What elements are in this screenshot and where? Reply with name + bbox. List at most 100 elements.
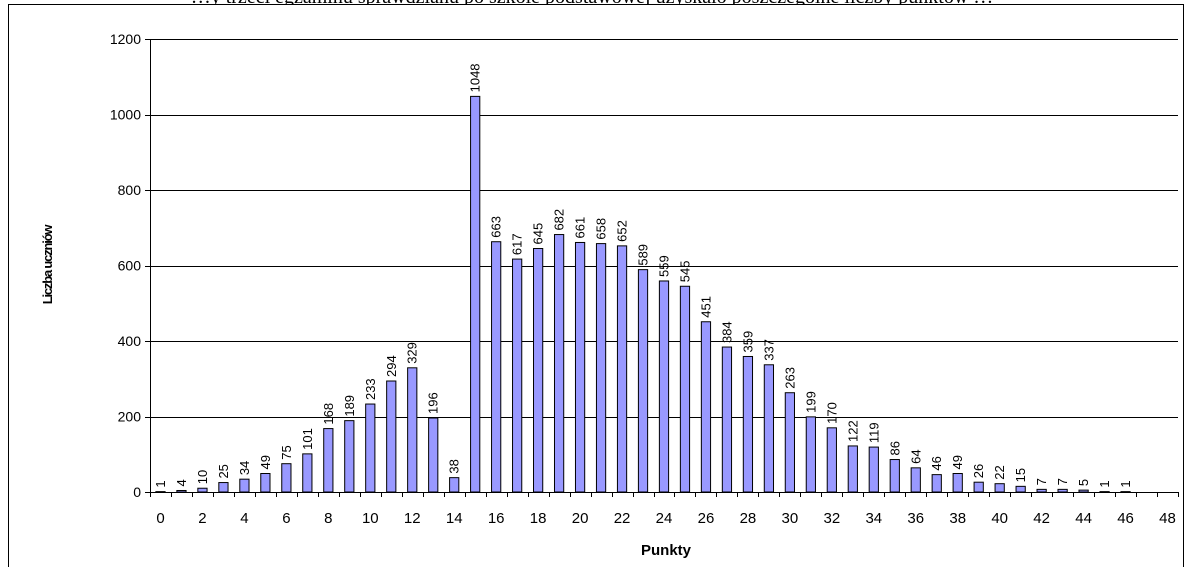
data-label: 199 <box>803 391 818 413</box>
data-label: 49 <box>258 455 273 469</box>
y-tick-label: 800 <box>118 182 142 198</box>
data-label: 75 <box>279 445 294 459</box>
y-tick-label: 600 <box>118 258 142 274</box>
bar <box>1078 489 1089 493</box>
bar <box>260 473 271 493</box>
bar <box>805 416 816 493</box>
bar <box>742 355 754 493</box>
y-tick-label: 400 <box>118 333 142 349</box>
data-label: 7 <box>1055 478 1070 485</box>
axes <box>145 39 1179 497</box>
bar <box>700 321 712 493</box>
data-label: 617 <box>510 233 525 255</box>
bar <box>553 234 565 493</box>
bar <box>239 478 250 493</box>
data-label: 652 <box>615 220 630 242</box>
x-tick-label: 16 <box>488 510 505 527</box>
bar <box>428 417 439 493</box>
x-tick-label: 40 <box>991 510 1008 527</box>
data-label: 1 <box>1097 480 1112 487</box>
bar <box>826 427 837 493</box>
bar <box>784 392 795 493</box>
data-label: 15 <box>1013 468 1028 482</box>
data-label: 663 <box>489 216 504 238</box>
bar <box>679 285 691 493</box>
bar <box>197 487 208 493</box>
x-tick-label: 18 <box>530 510 547 527</box>
x-tick-label: 46 <box>1117 510 1134 527</box>
x-tick-label: 34 <box>865 510 882 527</box>
bar <box>344 420 355 493</box>
data-label: 589 <box>636 244 651 266</box>
data-label: 46 <box>929 456 944 470</box>
bar <box>910 467 921 493</box>
data-label: 645 <box>531 223 546 245</box>
x-axis-title: Punkty <box>641 542 692 559</box>
x-tick-label: 8 <box>324 510 332 527</box>
gridlines <box>150 39 1178 418</box>
y-tick-labels: 0 200 400 600 800 1000 1200 <box>110 31 141 500</box>
bar <box>1015 485 1026 493</box>
data-label: 359 <box>740 331 755 353</box>
x-tick-labels: 0 2 4 6 8 10 12 14 16 18 20 22 24 26 28 30 32 34 36 38 40 42 4… <box>156 510 1176 527</box>
x-tick-label: 42 <box>1033 510 1050 527</box>
data-label: 25 <box>216 464 231 478</box>
bar <box>616 245 628 493</box>
data-label: 119 <box>866 422 881 443</box>
data-label: 189 <box>342 395 357 417</box>
bar <box>994 483 1005 493</box>
x-tick-label: 38 <box>949 510 966 527</box>
bar <box>302 453 313 493</box>
bar <box>952 473 963 493</box>
x-tick-label: 14 <box>446 510 463 527</box>
data-label: 233 <box>363 378 378 400</box>
x-tick-label: 22 <box>614 510 631 527</box>
bar <box>574 241 586 493</box>
bar <box>637 269 649 493</box>
data-label: 22 <box>992 465 1007 479</box>
data-label: 384 <box>719 321 734 343</box>
y-tick-label: 1200 <box>110 31 141 47</box>
x-tick-label: 12 <box>404 510 421 527</box>
data-label: 38 <box>447 459 462 473</box>
bar <box>595 243 607 493</box>
bar <box>281 463 292 493</box>
data-label: 196 <box>426 392 441 414</box>
data-label: 263 <box>782 367 797 389</box>
data-label: 64 <box>908 449 923 463</box>
data-label: 658 <box>594 218 609 240</box>
x-tick-label: 28 <box>740 510 757 527</box>
data-label: 1 <box>1118 480 1133 487</box>
data-label: 170 <box>824 402 839 424</box>
x-tick-label: 24 <box>656 510 673 527</box>
x-tick-label: 32 <box>823 510 840 527</box>
bar <box>218 482 229 493</box>
data-label: 451 <box>698 296 713 318</box>
bar <box>763 364 775 493</box>
data-label: 86 <box>887 441 902 455</box>
x-tick-label: 48 <box>1159 510 1176 527</box>
bar <box>470 95 481 493</box>
x-tick-label: 2 <box>198 510 206 527</box>
data-label: 5 <box>1076 479 1091 486</box>
x-tick-label: 30 <box>782 510 799 527</box>
bar <box>449 477 460 493</box>
bar <box>931 474 942 493</box>
data-label: 4 <box>174 479 189 486</box>
data-label: 329 <box>405 342 420 364</box>
x-tick-label: 6 <box>282 510 290 527</box>
data-label: 337 <box>761 339 776 361</box>
data-label: 1048 <box>468 63 483 92</box>
data-label: 49 <box>950 455 965 469</box>
data-label: 545 <box>677 261 692 283</box>
bar <box>973 481 984 493</box>
y-tick-label: 1000 <box>110 107 141 123</box>
data-label: 1 <box>153 480 168 487</box>
bar <box>721 346 733 493</box>
bar <box>323 428 334 493</box>
data-label: 661 <box>573 217 588 239</box>
bar-series <box>155 95 1131 493</box>
x-tick-label: 0 <box>156 510 164 527</box>
